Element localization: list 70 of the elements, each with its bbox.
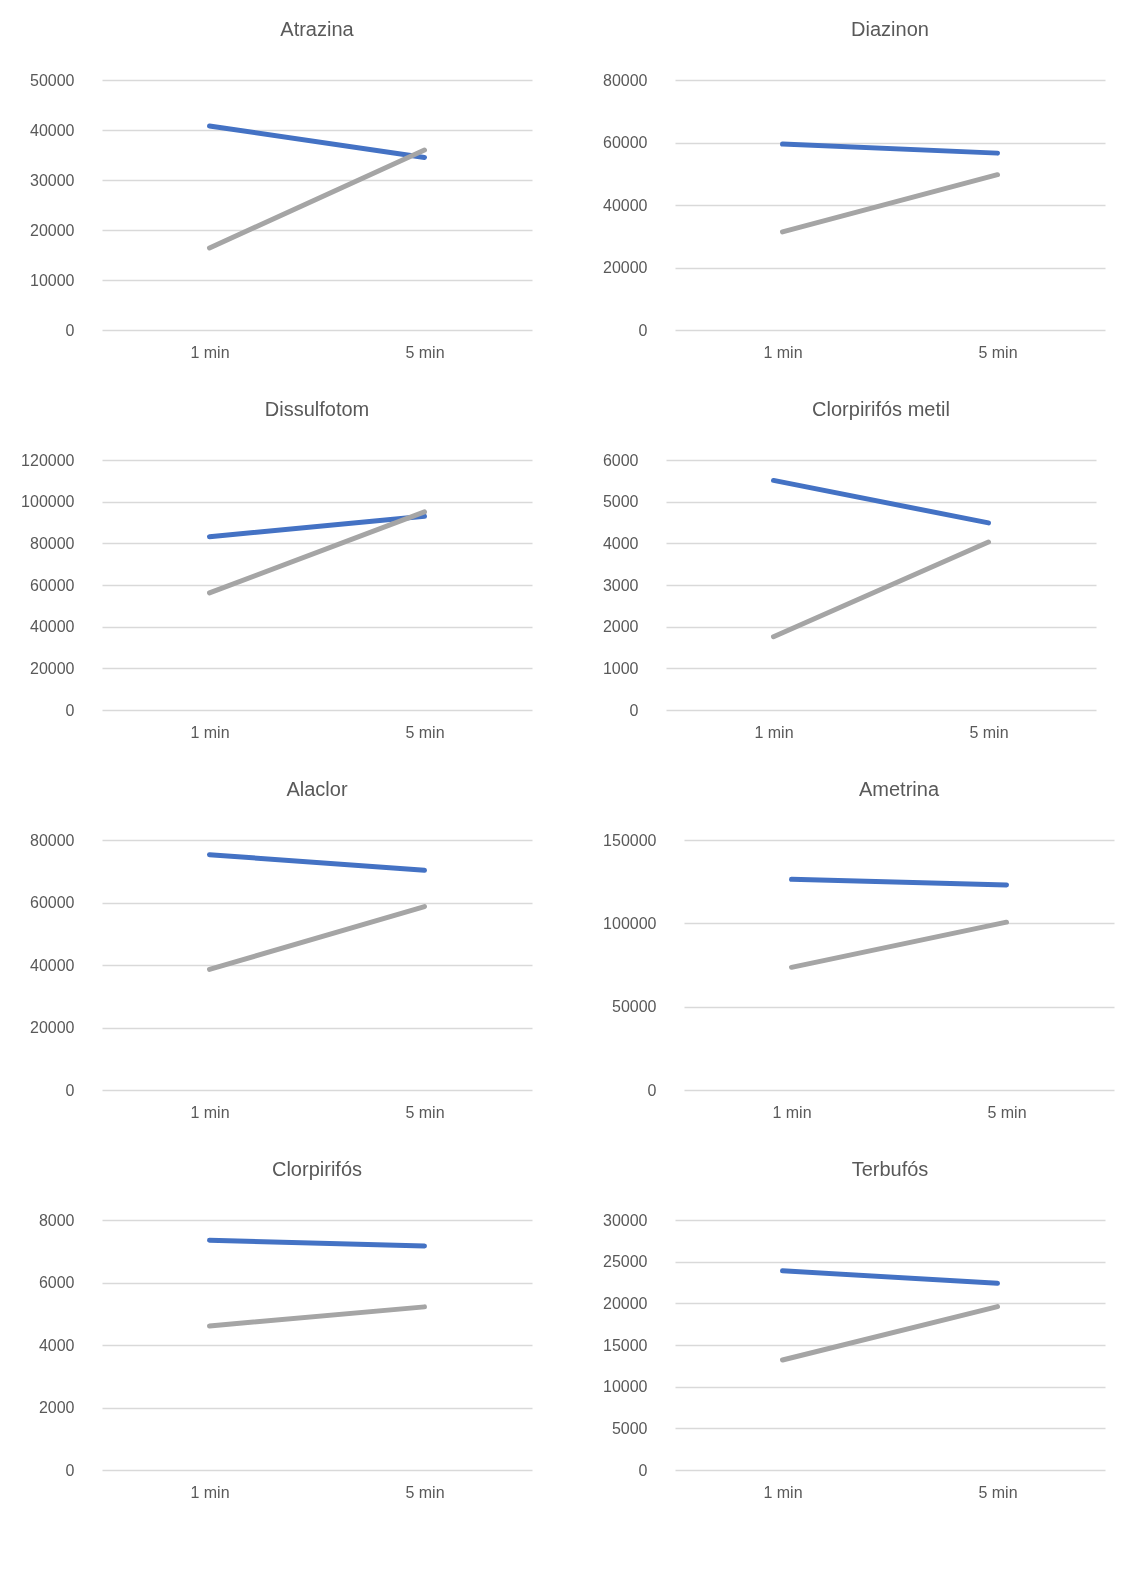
x-tick-label: 1 min xyxy=(190,723,230,741)
x-tick-label: 1 min xyxy=(190,1103,230,1121)
y-tick-label: 15000 xyxy=(603,1336,648,1354)
y-tick-label: 50000 xyxy=(30,71,75,89)
y-tick-label: 100000 xyxy=(603,914,657,932)
y-tick-label: 10000 xyxy=(603,1378,648,1396)
y-tick-label: 80000 xyxy=(30,534,75,552)
x-tick-label: 1 min xyxy=(190,343,230,361)
y-tick-label: 0 xyxy=(65,1081,75,1099)
y-tick-label: 0 xyxy=(638,1461,648,1479)
y-tick-label: 8000 xyxy=(38,1211,75,1229)
y-tick-label: 80000 xyxy=(30,831,75,849)
chart-title: Atrazina xyxy=(280,18,355,40)
x-tick-label: 1 min xyxy=(190,1483,230,1501)
x-tick-label: 5 min xyxy=(405,1103,445,1121)
y-tick-label: 40000 xyxy=(603,196,648,214)
y-tick-label: 40000 xyxy=(30,121,75,139)
chart-title: Alaclor xyxy=(286,778,348,800)
x-tick-label: 5 min xyxy=(978,343,1018,361)
y-tick-label: 120000 xyxy=(21,451,75,469)
x-tick-label: 1 min xyxy=(772,1103,812,1121)
chart-title: Terbufós xyxy=(851,1158,929,1180)
chart-title: Clorpirifós metil xyxy=(812,398,950,420)
x-tick-label: 5 min xyxy=(969,723,1009,741)
y-tick-label: 50000 xyxy=(612,998,657,1016)
y-tick-label: 0 xyxy=(65,321,75,339)
y-tick-label: 20000 xyxy=(30,221,75,239)
x-tick-label: 1 min xyxy=(754,723,794,741)
y-tick-label: 4000 xyxy=(38,1336,75,1354)
y-tick-label: 20000 xyxy=(603,259,648,276)
y-tick-label: 6000 xyxy=(38,1274,75,1291)
x-tick-label: 1 min xyxy=(763,343,803,361)
y-tick-label: 40000 xyxy=(30,618,75,636)
x-tick-label: 5 min xyxy=(405,723,445,741)
y-tick-label: 30000 xyxy=(30,171,75,189)
y-tick-label: 0 xyxy=(647,1081,657,1099)
y-tick-label: 0 xyxy=(629,701,639,719)
x-tick-label: 5 min xyxy=(987,1103,1027,1121)
y-tick-label: 5000 xyxy=(611,1419,648,1437)
y-tick-label: 60000 xyxy=(30,894,75,911)
x-tick-label: 5 min xyxy=(405,343,445,361)
y-tick-label: 10000 xyxy=(30,271,75,289)
y-tick-label: 30000 xyxy=(603,1211,648,1229)
y-tick-label: 5000 xyxy=(602,493,639,511)
y-tick-label: 2000 xyxy=(602,618,639,636)
y-tick-label: 1000 xyxy=(602,659,639,677)
y-tick-label: 40000 xyxy=(30,956,75,974)
y-tick-label: 150000 xyxy=(603,831,657,849)
y-tick-label: 20000 xyxy=(30,1019,75,1036)
y-tick-label: 4000 xyxy=(602,534,639,552)
x-tick-label: 5 min xyxy=(978,1483,1018,1501)
y-tick-label: 3000 xyxy=(602,576,639,594)
y-tick-label: 2000 xyxy=(38,1399,75,1416)
y-tick-label: 6000 xyxy=(602,451,639,469)
y-tick-label: 60000 xyxy=(30,576,75,594)
chart-title: Ametrina xyxy=(858,778,940,800)
y-tick-label: 0 xyxy=(638,321,648,339)
chart-title: Clorpirifós xyxy=(271,1158,363,1180)
y-tick-label: 20000 xyxy=(603,1294,648,1312)
chart-title: Diazinon xyxy=(851,18,929,40)
x-tick-label: 1 min xyxy=(763,1483,803,1501)
y-tick-label: 20000 xyxy=(30,659,75,677)
y-tick-label: 0 xyxy=(65,701,75,719)
y-tick-label: 60000 xyxy=(603,134,648,151)
x-tick-label: 5 min xyxy=(405,1483,445,1501)
y-tick-label: 25000 xyxy=(603,1253,648,1271)
chart-title: Dissulfotom xyxy=(264,398,370,420)
y-tick-label: 0 xyxy=(65,1461,75,1479)
y-tick-label: 100000 xyxy=(21,493,75,511)
y-tick-label: 80000 xyxy=(603,71,648,89)
